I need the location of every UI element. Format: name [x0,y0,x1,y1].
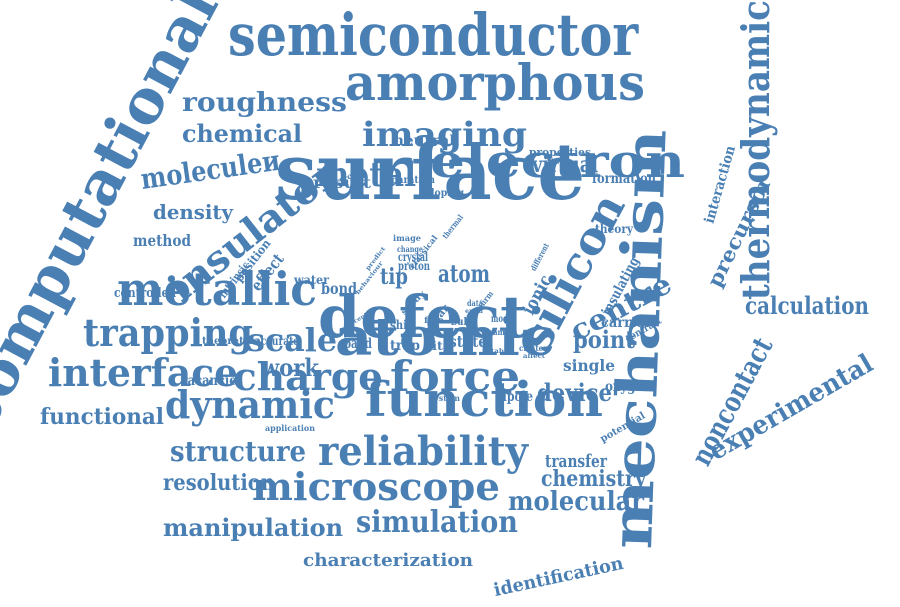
word: calculation [745,291,869,320]
word: vacancies [181,373,244,389]
word: accurate [255,334,300,348]
word: shift [390,318,417,332]
word: system [430,393,461,403]
word: semiconductor [228,1,639,69]
word: theoretical [202,336,265,347]
word: tip [380,264,409,290]
word: scale [247,321,338,359]
word: model [491,314,516,325]
word: functional [40,404,164,430]
word: change [397,244,423,254]
word: method [133,231,192,250]
word: stable [487,348,512,355]
word: manipulation [163,513,344,542]
word: formation [592,171,656,187]
word: thermodynamic [733,0,778,300]
word: crystal [398,250,428,264]
word: transfer [545,451,608,472]
word: density [153,200,233,224]
word: resolution [163,470,275,496]
word: water [294,273,330,287]
word: application [265,423,315,433]
word: reliability [318,428,529,475]
word: chemical [182,119,303,148]
word: site [425,339,451,353]
word: microscope [252,464,500,509]
word: atomic [335,307,555,368]
word: neutral [393,133,455,149]
word: cluster [519,343,547,353]
word: molecular [508,487,645,517]
word: image [393,233,422,243]
word: electron [430,134,686,188]
word: roughness [182,88,347,118]
word: carrier [601,315,652,331]
word: point [573,325,635,354]
word: sample [489,327,517,337]
word: separation [380,175,435,186]
word: oxygen [605,379,652,395]
word: imaging [362,115,528,155]
word: atom [438,259,490,288]
word: identification [491,552,626,601]
word: chemistry [541,466,647,492]
word: single [563,356,616,375]
word: virtual [532,152,599,178]
word: function [365,372,603,428]
word: film [424,315,444,325]
word: work [261,353,319,382]
word: trapping [83,310,254,355]
word: metal [316,155,417,195]
word: theory [595,222,634,236]
word: bulk [451,317,473,328]
word: charge [233,354,383,399]
word: dipole [495,389,533,405]
word: structure [170,435,307,468]
word: bond [321,279,358,298]
word: result [313,173,371,192]
word: amorphous [345,53,646,112]
word: characterization [303,550,474,571]
word: properties [529,146,591,159]
word: dynamic [165,382,335,427]
word: surface [275,127,586,218]
word: controlled [114,286,177,301]
word: extra [465,308,483,315]
word: interface [48,350,238,395]
word: simulation [356,505,518,540]
word: data [467,298,484,308]
word: state [449,332,488,351]
word: affect [523,353,545,360]
word: moleculeи [138,143,282,196]
word: defect [318,283,529,351]
word: force [390,352,521,401]
word: metallic [117,262,318,316]
word: proton [398,259,430,273]
word: doping [428,188,465,199]
word: trap [390,338,420,354]
word: device [537,378,612,407]
word: band [344,336,372,352]
